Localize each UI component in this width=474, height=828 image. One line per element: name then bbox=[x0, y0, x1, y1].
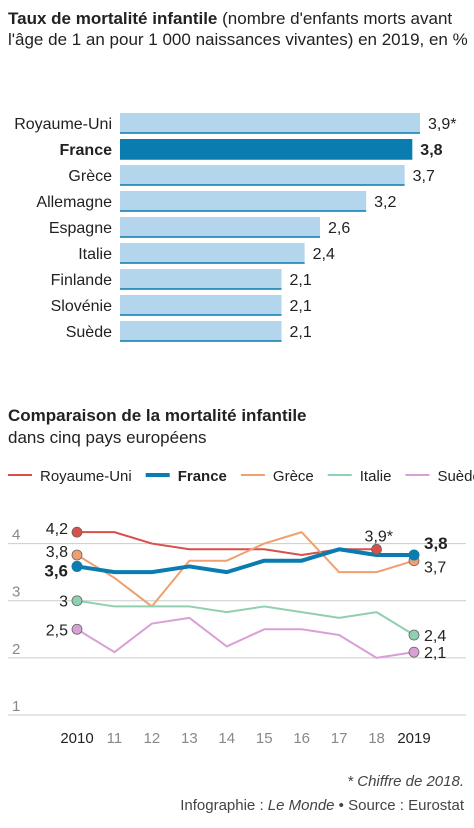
title-bold: Taux de mortalité infantile bbox=[8, 9, 218, 28]
legend-label: Royaume-Uni bbox=[40, 468, 132, 485]
title-rest: (nombre d'enfants morts avant l'âge de 1… bbox=[8, 9, 468, 49]
line-chart-subtitle: dans cinq pays européens bbox=[8, 428, 207, 447]
bar bbox=[120, 295, 282, 315]
credits-separator: • bbox=[334, 797, 349, 814]
y-tick-label: 2 bbox=[12, 641, 20, 658]
y-tick-label: 1 bbox=[12, 698, 20, 715]
value-label: 2,4 bbox=[313, 246, 335, 263]
category-label: Royaume-Uni bbox=[14, 116, 112, 133]
series-point bbox=[71, 560, 83, 572]
bar bbox=[120, 269, 282, 289]
legend-label: Grèce bbox=[273, 468, 314, 485]
series-line bbox=[76, 547, 414, 575]
start-label: 4,2 bbox=[46, 521, 68, 538]
end-label: 3,9* bbox=[365, 528, 393, 545]
line-chart: Royaume-UniFranceGrèceItalieSuède12344,2… bbox=[8, 468, 474, 747]
x-tick-label: 18 bbox=[368, 730, 385, 747]
line-chart-title: Comparaison de la mortalité infantile bbox=[8, 406, 307, 425]
y-tick-label: 4 bbox=[12, 527, 20, 544]
bar bbox=[120, 243, 305, 263]
category-label: France bbox=[60, 142, 113, 159]
credits: Infographie : Le Monde • Source : Eurost… bbox=[180, 797, 464, 814]
value-label: 3,2 bbox=[374, 194, 396, 211]
bar bbox=[120, 217, 320, 237]
series-line bbox=[76, 531, 415, 608]
x-tick-label: 14 bbox=[218, 730, 235, 747]
x-tick-label: 13 bbox=[181, 730, 198, 747]
start-label: 2,5 bbox=[46, 622, 68, 639]
category-label: Grèce bbox=[68, 168, 112, 185]
x-tick-label: 11 bbox=[107, 730, 123, 747]
series-point bbox=[371, 543, 382, 555]
value-label: 2,1 bbox=[290, 324, 312, 341]
end-label: 2,4 bbox=[424, 628, 446, 645]
end-label: 3,8 bbox=[424, 534, 448, 553]
legend-label: France bbox=[178, 468, 227, 485]
value-label: 2,1 bbox=[290, 298, 312, 315]
credits-publisher: Le Monde bbox=[267, 797, 335, 814]
category-label: Italie bbox=[78, 246, 112, 263]
start-label: 3,6 bbox=[44, 561, 68, 580]
start-label: 3 bbox=[59, 594, 68, 611]
value-label: 3,7 bbox=[413, 168, 435, 185]
series-point bbox=[408, 549, 420, 561]
category-label: Finlande bbox=[51, 272, 112, 289]
series-line bbox=[76, 599, 415, 636]
credits-prefix: Infographie : bbox=[180, 797, 268, 814]
end-label: 3,7 bbox=[424, 560, 446, 577]
credits-source: Source : Eurostat bbox=[348, 797, 464, 814]
bar bbox=[120, 321, 282, 341]
bar bbox=[120, 139, 413, 159]
legend-label: Suède bbox=[437, 468, 474, 485]
series-point bbox=[408, 646, 420, 658]
series-point bbox=[408, 629, 420, 641]
x-tick-label: 2019 bbox=[397, 730, 430, 747]
bar bbox=[120, 113, 420, 133]
x-tick-label: 2010 bbox=[60, 730, 93, 747]
legend-label: Italie bbox=[360, 468, 392, 485]
x-tick-label: 17 bbox=[331, 730, 348, 747]
x-tick-label: 16 bbox=[293, 730, 310, 747]
end-label: 2,1 bbox=[424, 645, 446, 662]
x-tick-label: 12 bbox=[144, 730, 161, 747]
chart-title: Taux de mortalité infantile (nombre d'en… bbox=[8, 8, 468, 50]
series-point bbox=[71, 526, 83, 538]
footnote: * Chiffre de 2018. bbox=[347, 773, 464, 790]
value-label: 3,9* bbox=[428, 116, 456, 133]
start-label: 3,8 bbox=[46, 544, 68, 561]
category-label: Slovénie bbox=[51, 298, 112, 315]
value-label: 2,6 bbox=[328, 220, 350, 237]
bar bbox=[120, 165, 405, 185]
value-label: 2,1 bbox=[290, 272, 312, 289]
y-tick-label: 3 bbox=[12, 584, 20, 601]
line-chart-header: Comparaison de la mortalité infantile da… bbox=[8, 405, 468, 449]
category-label: Espagne bbox=[49, 220, 112, 237]
series-point bbox=[71, 549, 83, 561]
series-point bbox=[71, 595, 83, 607]
category-label: Allemagne bbox=[36, 194, 112, 211]
series-line bbox=[76, 616, 415, 659]
bar bbox=[120, 191, 367, 211]
bar-chart: Royaume-Uni 3,9* France 3,8 Grèce 3,7 Allemagn… bbox=[14, 113, 456, 342]
category-label: Suède bbox=[66, 324, 112, 341]
value-label: 3,8 bbox=[420, 142, 442, 159]
x-tick-label: 15 bbox=[256, 730, 273, 747]
series-point bbox=[71, 623, 83, 635]
